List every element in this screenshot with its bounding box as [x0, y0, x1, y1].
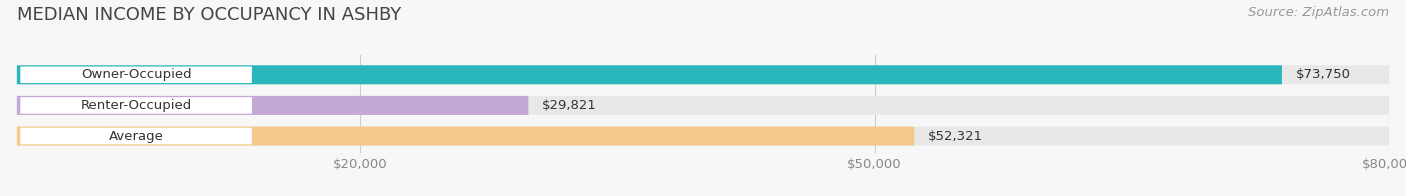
FancyBboxPatch shape: [20, 66, 252, 83]
Text: $73,750: $73,750: [1296, 68, 1351, 81]
Text: $29,821: $29,821: [543, 99, 598, 112]
Text: $52,321: $52,321: [928, 130, 983, 142]
FancyBboxPatch shape: [20, 128, 252, 144]
FancyBboxPatch shape: [17, 96, 529, 115]
Text: Source: ZipAtlas.com: Source: ZipAtlas.com: [1249, 6, 1389, 19]
FancyBboxPatch shape: [17, 96, 1389, 115]
Text: Average: Average: [108, 130, 163, 142]
FancyBboxPatch shape: [20, 97, 252, 114]
FancyBboxPatch shape: [17, 127, 1389, 145]
FancyBboxPatch shape: [17, 65, 1282, 84]
Text: Renter-Occupied: Renter-Occupied: [80, 99, 191, 112]
Text: MEDIAN INCOME BY OCCUPANCY IN ASHBY: MEDIAN INCOME BY OCCUPANCY IN ASHBY: [17, 6, 401, 24]
FancyBboxPatch shape: [17, 127, 914, 145]
FancyBboxPatch shape: [17, 65, 1389, 84]
Text: Owner-Occupied: Owner-Occupied: [80, 68, 191, 81]
